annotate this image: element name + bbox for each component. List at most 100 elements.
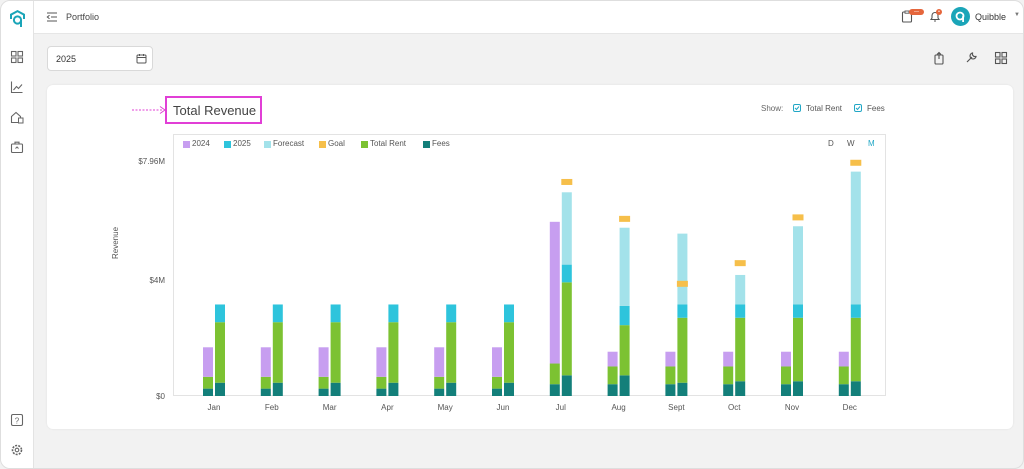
legend-fees[interactable]: Fees [432,139,450,148]
bar-2024-rent-sept[interactable] [665,366,676,385]
bar-2025-rent-dec[interactable] [850,317,861,382]
bar-2025-rent-nov[interactable] [793,317,803,382]
goal-marker-sept[interactable] [676,280,688,287]
bar-2025-fees-jun[interactable] [504,382,514,396]
chevron-down-icon[interactable]: ▼ [1014,12,1020,18]
bar-2025-fees-may[interactable] [446,382,457,396]
bar-2025-fees-aug[interactable] [619,375,630,396]
bar-2024-rent-dec[interactable] [838,366,849,385]
legend-goal[interactable]: Goal [328,139,345,148]
bar-2024-nov[interactable] [781,351,791,367]
bar-2025-fees-jan[interactable] [215,382,225,396]
goal-marker-oct[interactable] [734,260,746,267]
bar-2024-fees-nov[interactable] [781,384,791,396]
bar-2024-aug[interactable] [607,351,618,367]
bar-2025-rent-mar[interactable] [330,322,341,383]
bar-2024-jan[interactable] [203,347,213,377]
bar-2024-rent-jul[interactable] [549,363,560,385]
bar-2024-fees-jul[interactable] [549,384,560,396]
export-icon[interactable] [932,51,946,65]
bar-2024-fees-oct[interactable] [723,384,734,396]
bar-2024-fees-dec[interactable] [838,384,849,396]
analytics-icon[interactable] [10,80,24,94]
bar-2025-oct[interactable] [735,304,746,318]
bar-2025-feb[interactable] [272,304,283,323]
grid-view-icon[interactable] [994,51,1008,65]
bar-2024-rent-feb[interactable] [260,376,271,389]
bar-2025-rent-apr[interactable] [388,322,399,383]
bar-2025-fees-apr[interactable] [388,382,399,396]
help-icon[interactable]: ? [10,413,24,427]
goal-marker-jul[interactable] [561,178,573,185]
bar-2024-fees-feb[interactable] [260,388,271,396]
bar-forecast-dec[interactable] [850,171,861,305]
bar-2024-fees-sept[interactable] [665,384,676,396]
bar-2024-oct[interactable] [723,351,734,367]
bar-2025-fees-sept[interactable] [677,382,688,396]
bar-2025-fees-mar[interactable] [330,382,341,396]
bar-2025-rent-oct[interactable] [735,317,746,382]
total-rent-toggle-label[interactable]: Total Rent [806,104,843,113]
quibble-logo-icon[interactable] [9,9,26,28]
bar-2025-apr[interactable] [388,304,399,323]
bar-2024-feb[interactable] [260,347,271,377]
bar-2025-fees-dec[interactable] [850,381,861,396]
bar-2025-rent-jan[interactable] [215,322,225,383]
bar-2024-fees-may[interactable] [434,388,445,396]
bar-2025-fees-feb[interactable] [272,382,283,396]
bar-2024-jul[interactable] [549,221,560,364]
fees-toggle-label[interactable]: Fees [867,104,885,113]
bar-2025-may[interactable] [446,304,457,323]
year-picker[interactable]: 2025 [47,46,153,71]
total-rent-checkbox[interactable] [793,104,801,112]
bar-2025-fees-nov[interactable] [793,381,803,396]
bar-2024-rent-may[interactable] [434,376,445,389]
menu-collapse-icon[interactable] [46,11,58,23]
user-name[interactable]: Quibble [975,12,1007,22]
property-icon[interactable] [10,110,24,124]
bar-2025-rent-feb[interactable] [272,322,283,383]
bar-2024-rent-mar[interactable] [318,376,329,389]
goal-marker-nov[interactable] [792,214,804,221]
period-toggle-day[interactable]: D [828,139,834,148]
bar-forecast-oct[interactable] [735,274,746,305]
legend-total-rent[interactable]: Total Rent [370,139,407,148]
avatar[interactable] [951,7,970,26]
period-toggle-month[interactable]: M [868,139,875,148]
bell-icon[interactable] [929,10,941,23]
bar-2025-rent-jul[interactable] [561,282,572,376]
bar-2024-dec[interactable] [838,351,849,367]
bar-2024-sept[interactable] [665,351,676,367]
bar-2024-fees-jun[interactable] [492,388,502,396]
bar-2024-may[interactable] [434,347,445,377]
bar-forecast-nov[interactable] [793,226,803,305]
bar-2025-jan[interactable] [215,304,225,323]
bar-2024-rent-jan[interactable] [203,376,213,389]
dashboard-icon[interactable] [10,50,24,64]
goal-marker-dec[interactable] [850,159,862,166]
goal-marker-aug[interactable] [619,215,631,222]
bar-2024-rent-aug[interactable] [607,366,618,385]
legend-forecast[interactable]: Forecast [273,139,305,148]
bar-2025-sept[interactable] [677,304,688,318]
bar-2024-fees-aug[interactable] [607,384,618,396]
bar-forecast-sept[interactable] [677,233,688,305]
bar-2025-fees-oct[interactable] [735,381,746,396]
bar-2025-rent-aug[interactable] [619,325,630,376]
legend-2024[interactable]: 2024 [192,139,210,148]
bar-2025-rent-sept[interactable] [677,317,688,383]
bar-2025-mar[interactable] [330,304,341,323]
bar-2024-fees-mar[interactable] [318,388,329,396]
bar-2025-jun[interactable] [504,304,514,323]
bar-forecast-jul[interactable] [561,192,572,265]
bar-2024-rent-apr[interactable] [376,376,387,389]
bar-2024-jun[interactable] [492,347,502,377]
bar-2024-mar[interactable] [318,347,329,377]
bar-2025-nov[interactable] [793,304,803,318]
period-toggle-week[interactable]: W [847,139,855,148]
bar-forecast-aug[interactable] [619,227,630,306]
fees-checkbox[interactable] [854,104,862,112]
bar-2024-apr[interactable] [376,347,387,377]
bar-2024-rent-oct[interactable] [723,366,734,385]
wrench-icon[interactable] [964,51,978,65]
